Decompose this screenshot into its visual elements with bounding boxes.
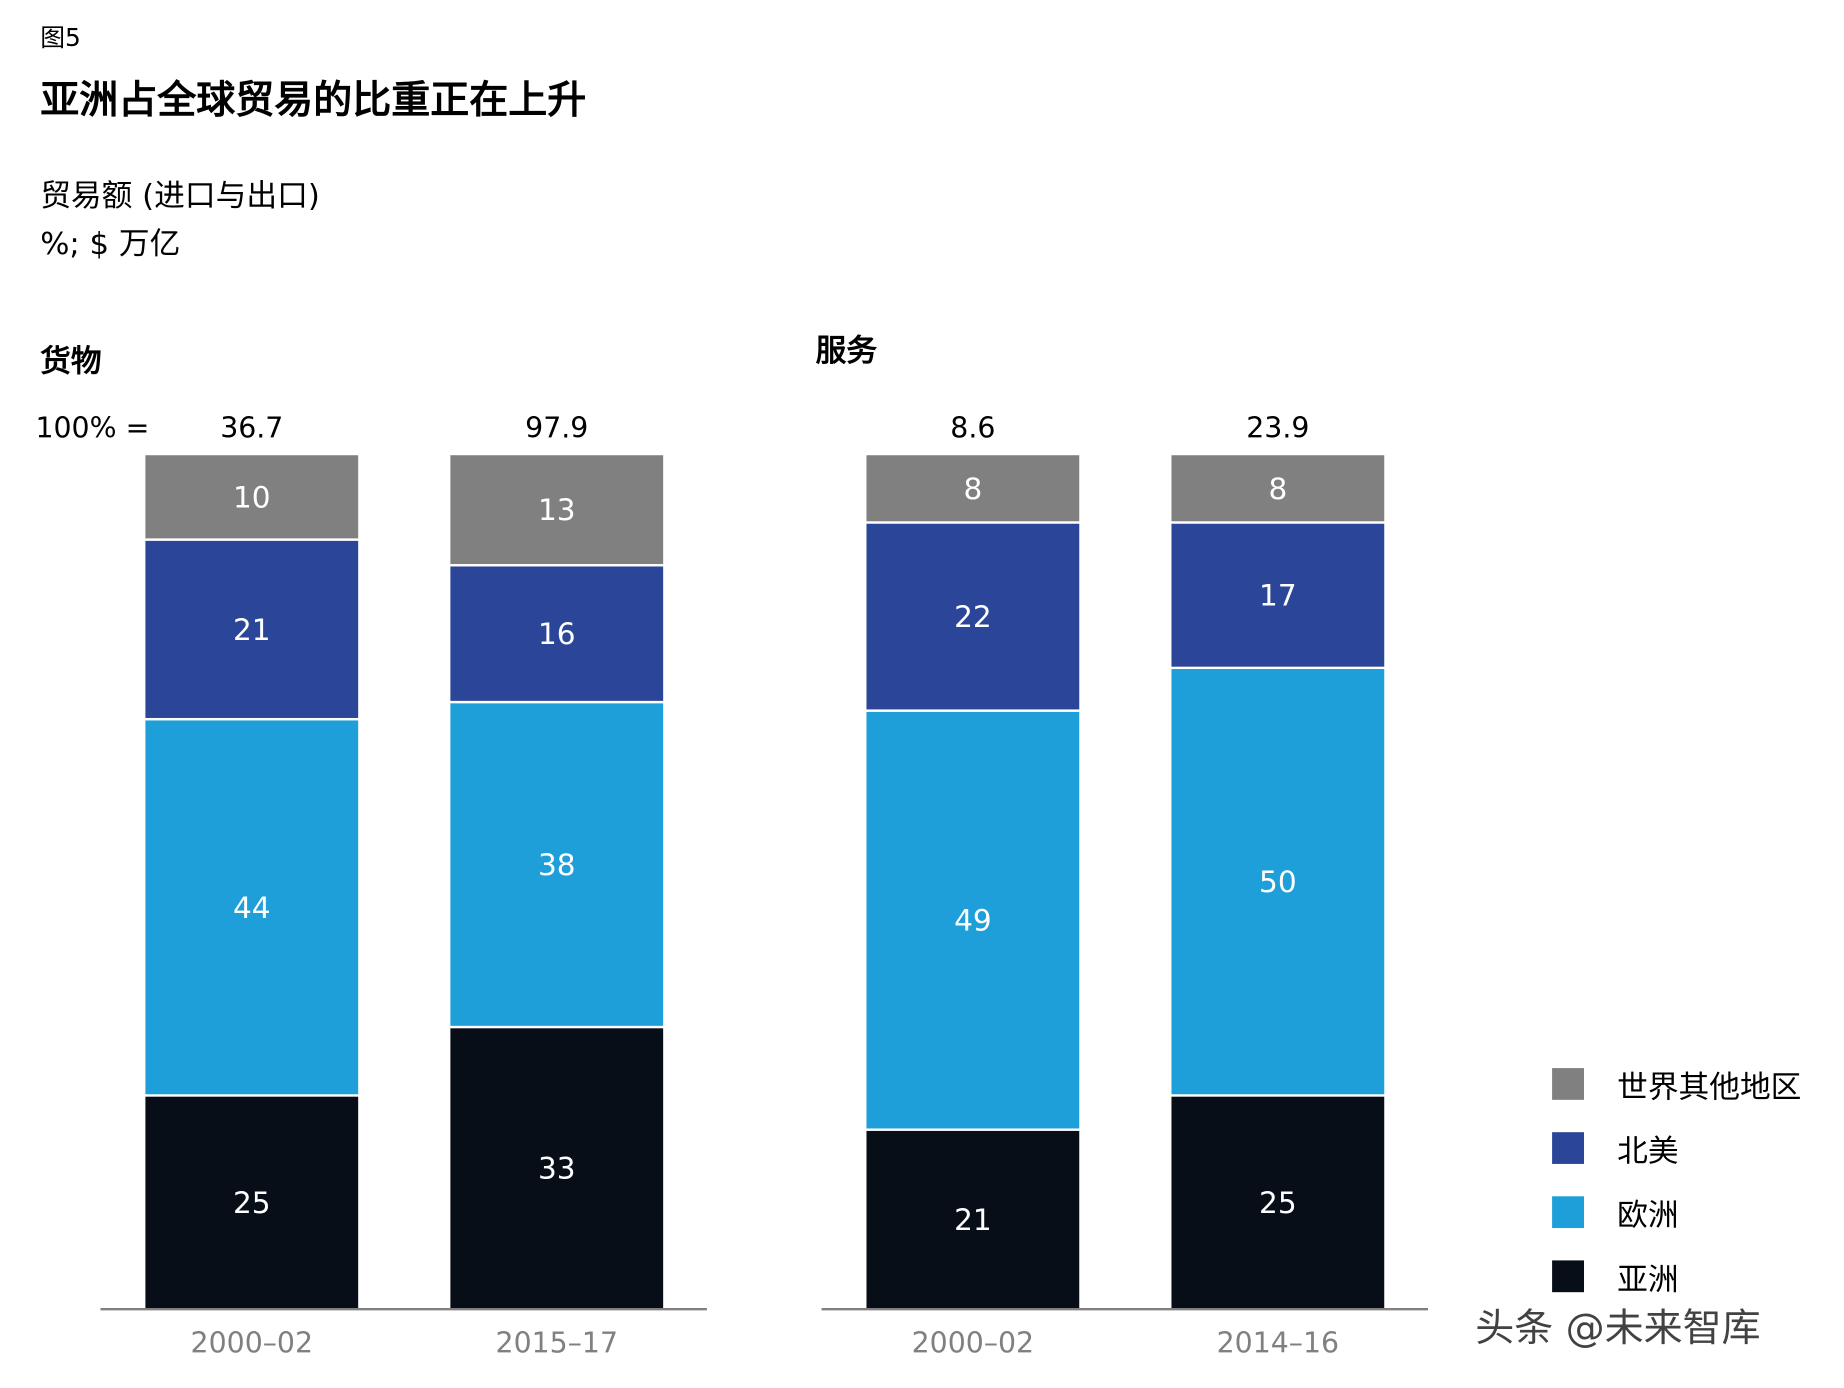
panel-title: 货物	[40, 344, 101, 380]
data-label: 33	[538, 1152, 576, 1186]
bar-segment-欧洲	[143, 717, 361, 1097]
bar-segment-欧洲	[448, 700, 666, 1029]
legend-swatch	[1552, 1068, 1585, 1100]
bar-segment-北美	[1169, 521, 1387, 670]
bar-segment-亚洲	[448, 1025, 666, 1311]
data-label: 13	[538, 493, 576, 527]
total-label: 36.7	[220, 412, 283, 445]
legend-swatch	[1552, 1196, 1585, 1229]
total-label: 97.9	[525, 412, 588, 445]
legend-swatch	[1552, 1132, 1585, 1164]
data-label: 21	[954, 1203, 992, 1237]
data-label: 17	[1259, 579, 1297, 613]
legend-label: 世界其他地区	[1617, 1071, 1801, 1106]
bar-segment-世界其他地区	[1169, 452, 1387, 524]
legend-swatch	[1552, 1260, 1585, 1293]
x-tick-label: 2014–16	[1217, 1327, 1339, 1360]
data-label: 38	[538, 848, 576, 882]
bar-segment-世界其他地区	[864, 452, 1082, 524]
data-label: 50	[1259, 865, 1297, 899]
chart-subtitle: 贸易额 (进口与出口)	[40, 178, 320, 215]
bar-segment-北美	[448, 564, 666, 704]
legend-label: 欧洲	[1617, 1199, 1678, 1234]
panel-title: 服务	[816, 334, 878, 369]
data-label: 8	[963, 472, 982, 506]
data-label: 25	[233, 1186, 271, 1220]
watermark: 头条 @未来智库	[1475, 1306, 1760, 1351]
bar-segment-亚洲	[864, 1128, 1082, 1311]
total-prefix-label: 100% =	[35, 412, 149, 445]
data-label: 25	[1259, 1186, 1297, 1220]
legend-label: 亚洲	[1617, 1263, 1678, 1298]
chart-units: %; $ 万亿	[40, 227, 181, 263]
total-label: 23.9	[1246, 412, 1309, 445]
x-tick-label: 2015–17	[496, 1327, 618, 1360]
data-label: 44	[233, 891, 271, 925]
bar-segment-亚洲	[1169, 1094, 1387, 1311]
data-label: 21	[233, 613, 271, 647]
data-label: 22	[954, 600, 992, 634]
data-label: 16	[538, 617, 576, 651]
chart-title: 亚洲占全球贸易的比重正在上升	[40, 76, 587, 123]
data-label: 49	[954, 904, 992, 938]
data-label: 10	[233, 480, 271, 514]
total-label: 8.6	[950, 412, 995, 445]
figure-label: 图5	[40, 23, 81, 52]
bar-segment-世界其他地区	[143, 452, 361, 541]
bar-segment-欧洲	[1169, 666, 1387, 1097]
bar-segment-亚洲	[143, 1094, 361, 1311]
legend-label: 北美	[1617, 1135, 1678, 1170]
bar-segment-欧洲	[864, 709, 1082, 1131]
data-label: 8	[1268, 472, 1287, 506]
bar-segment-世界其他地区	[448, 452, 666, 567]
x-tick-label: 2000–02	[191, 1327, 313, 1360]
x-tick-label: 2000–02	[912, 1327, 1034, 1360]
